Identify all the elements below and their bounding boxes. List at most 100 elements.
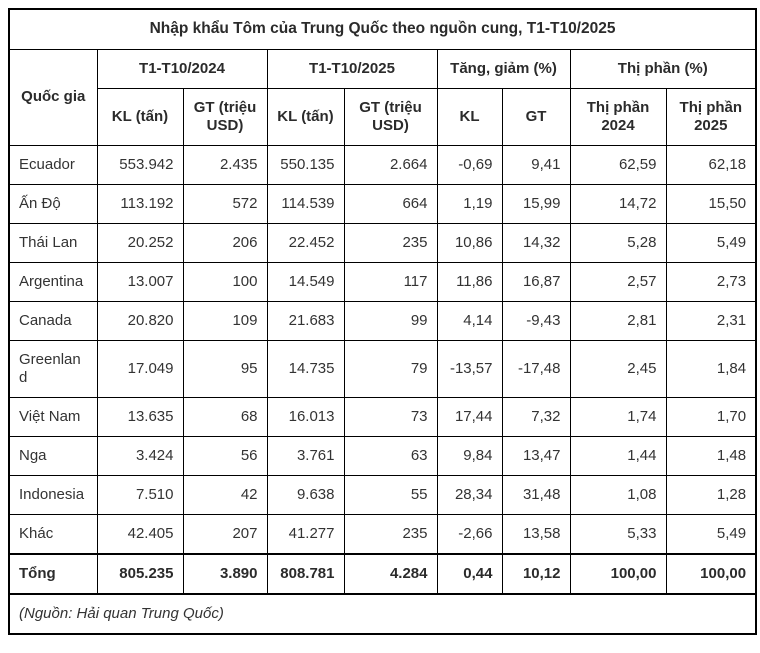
value-cell: 68 bbox=[182, 396, 268, 437]
table-row: Khác 42.405 207 41.277 235 -2,66 13,58 5,33 5,49 bbox=[8, 513, 757, 555]
value-cell: -9,43 bbox=[501, 300, 571, 341]
value-cell: 7.510 bbox=[96, 474, 184, 515]
value-cell: 3.424 bbox=[96, 435, 184, 476]
subheader-kl-change: KL bbox=[436, 87, 503, 146]
total-row: Tổng 805.235 3.890 808.781 4.284 0,44 10,12 100… bbox=[8, 552, 757, 595]
value-cell: 4.284 bbox=[343, 552, 438, 595]
value-cell: 100,00 bbox=[665, 552, 757, 595]
value-cell: 17.049 bbox=[96, 339, 184, 398]
table-row: Ecuador 553.942 2.435 550.135 2.664 -0,69 9,41… bbox=[8, 144, 757, 185]
value-cell: 572 bbox=[182, 183, 268, 224]
value-cell: 664 bbox=[343, 183, 438, 224]
country-cell: Greenland bbox=[8, 339, 98, 398]
value-cell: 28,34 bbox=[436, 474, 503, 515]
value-cell: 10,12 bbox=[501, 552, 571, 595]
table-header: Nhập khẩu Tôm của Trung Quốc theo nguồn … bbox=[8, 8, 757, 146]
table-footer: (Nguồn: Hải quan Trung Quốc) bbox=[8, 593, 757, 635]
value-cell: -13,57 bbox=[436, 339, 503, 398]
value-cell: 15,50 bbox=[665, 183, 757, 224]
value-cell: 21.683 bbox=[266, 300, 345, 341]
value-cell: 11,86 bbox=[436, 261, 503, 302]
table-row: Greenland 17.049 95 14.735 79 -13,57 -17,48 2,4… bbox=[8, 339, 757, 398]
value-cell: 1,44 bbox=[569, 435, 667, 476]
value-cell: 62,18 bbox=[665, 144, 757, 185]
value-cell: 63 bbox=[343, 435, 438, 476]
value-cell: 9,41 bbox=[501, 144, 571, 185]
value-cell: 2,45 bbox=[569, 339, 667, 398]
country-cell: Argentina bbox=[8, 261, 98, 302]
value-cell: -17,48 bbox=[501, 339, 571, 398]
value-cell: 100 bbox=[182, 261, 268, 302]
value-cell: 16,87 bbox=[501, 261, 571, 302]
value-cell: 206 bbox=[182, 222, 268, 263]
value-cell: 1,84 bbox=[665, 339, 757, 398]
value-cell: 4,14 bbox=[436, 300, 503, 341]
value-cell: 2,73 bbox=[665, 261, 757, 302]
value-cell: 5,49 bbox=[665, 513, 757, 555]
value-cell: 15,99 bbox=[501, 183, 571, 224]
value-cell: 235 bbox=[343, 513, 438, 555]
value-cell: 7,32 bbox=[501, 396, 571, 437]
country-cell: Canada bbox=[8, 300, 98, 341]
table-row: Argentina 13.007 100 14.549 117 11,86 16,87 2,5… bbox=[8, 261, 757, 302]
header-period-2025: T1-T10/2025 bbox=[266, 48, 438, 89]
table-body: Ecuador 553.942 2.435 550.135 2.664 -0,69 9,41… bbox=[8, 144, 757, 595]
value-cell: 235 bbox=[343, 222, 438, 263]
title-row: Nhập khẩu Tôm của Trung Quốc theo nguồn … bbox=[8, 8, 757, 50]
table-row: Nga 3.424 56 3.761 63 9,84 13,47 1,44 1,48 bbox=[8, 435, 757, 476]
country-cell: Ecuador bbox=[8, 144, 98, 185]
table-row: Việt Nam 13.635 68 16.013 73 17,44 7,32 1,74 1,7… bbox=[8, 396, 757, 437]
country-cell: Việt Nam bbox=[8, 396, 98, 437]
header-change-pct: Tăng, giảm (%) bbox=[436, 48, 571, 89]
value-cell: 1,48 bbox=[665, 435, 757, 476]
value-cell: -0,69 bbox=[436, 144, 503, 185]
value-cell: 14.549 bbox=[266, 261, 345, 302]
value-cell: 114.539 bbox=[266, 183, 345, 224]
value-cell: 1,08 bbox=[569, 474, 667, 515]
value-cell: -2,66 bbox=[436, 513, 503, 555]
value-cell: 1,70 bbox=[665, 396, 757, 437]
source-note: (Nguồn: Hải quan Trung Quốc) bbox=[8, 593, 757, 635]
value-cell: 73 bbox=[343, 396, 438, 437]
value-cell: 9,84 bbox=[436, 435, 503, 476]
value-cell: 13,47 bbox=[501, 435, 571, 476]
value-cell: 0,44 bbox=[436, 552, 503, 595]
subheader-share-2025: Thị phần 2025 bbox=[665, 87, 757, 146]
header-market-share-pct: Thị phần (%) bbox=[569, 48, 757, 89]
value-cell: 207 bbox=[182, 513, 268, 555]
value-cell: 3.761 bbox=[266, 435, 345, 476]
value-cell: 808.781 bbox=[266, 552, 345, 595]
value-cell: 13.007 bbox=[96, 261, 184, 302]
value-cell: 5,49 bbox=[665, 222, 757, 263]
value-cell: 22.452 bbox=[266, 222, 345, 263]
header-group-row: Quốc gia T1-T10/2024 T1-T10/2025 Tăng, g… bbox=[8, 48, 757, 146]
value-cell: 62,59 bbox=[569, 144, 667, 185]
value-cell: 14.735 bbox=[266, 339, 345, 398]
value-cell: 20.252 bbox=[96, 222, 184, 263]
subheader-gt-change: GT bbox=[501, 87, 571, 146]
value-cell: 109 bbox=[182, 300, 268, 341]
table-row: Ấn Độ 113.192 572 114.539 664 1,19 15,99 14,72 1… bbox=[8, 183, 757, 224]
value-cell: 42 bbox=[182, 474, 268, 515]
country-cell: Nga bbox=[8, 435, 98, 476]
value-cell: 553.942 bbox=[96, 144, 184, 185]
country-cell: Indonesia bbox=[8, 474, 98, 515]
header-country: Quốc gia bbox=[8, 48, 98, 146]
country-cell: Khác bbox=[8, 513, 98, 555]
value-cell: 1,74 bbox=[569, 396, 667, 437]
value-cell: 3.890 bbox=[182, 552, 268, 595]
table-title: Nhập khẩu Tôm của Trung Quốc theo nguồn … bbox=[8, 8, 757, 50]
value-cell: 95 bbox=[182, 339, 268, 398]
value-cell: 1,28 bbox=[665, 474, 757, 515]
value-cell: 10,86 bbox=[436, 222, 503, 263]
value-cell: 56 bbox=[182, 435, 268, 476]
value-cell: 13.635 bbox=[96, 396, 184, 437]
header-period-2024: T1-T10/2024 bbox=[96, 48, 268, 89]
value-cell: 113.192 bbox=[96, 183, 184, 224]
value-cell: 2,31 bbox=[665, 300, 757, 341]
subheader-gt-2024: GT (triệu USD) bbox=[182, 87, 268, 146]
value-cell: 41.277 bbox=[266, 513, 345, 555]
value-cell: 55 bbox=[343, 474, 438, 515]
value-cell: 16.013 bbox=[266, 396, 345, 437]
value-cell: 99 bbox=[343, 300, 438, 341]
